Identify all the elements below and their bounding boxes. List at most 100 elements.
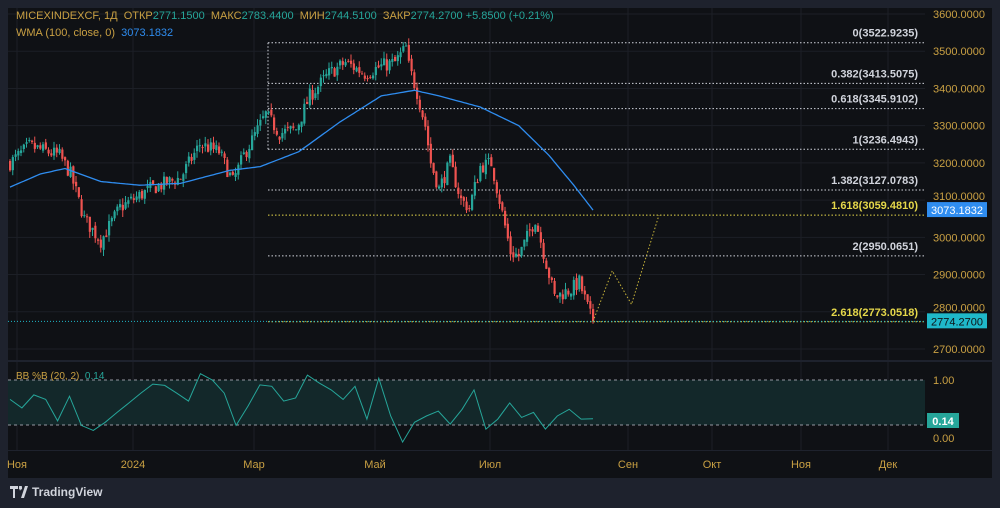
price-tick-label: 3100.0000 xyxy=(933,191,985,203)
candle-body xyxy=(553,280,556,294)
candle-body xyxy=(592,309,595,322)
candle xyxy=(25,137,28,148)
candle-body xyxy=(561,294,564,300)
candle-body xyxy=(572,279,575,296)
candle-body xyxy=(121,204,124,211)
candle xyxy=(451,149,454,168)
candle xyxy=(435,170,438,189)
candle-body xyxy=(264,111,267,118)
candle xyxy=(394,54,397,62)
candle-body xyxy=(446,162,449,186)
candle-body xyxy=(512,252,515,258)
bb-upper-label: 1.00 xyxy=(933,375,954,387)
candle xyxy=(567,288,570,297)
candle-body xyxy=(231,171,234,175)
candle xyxy=(31,139,34,144)
time-tick-label: Июл xyxy=(479,459,501,471)
candle xyxy=(110,216,113,227)
candle xyxy=(322,70,325,83)
candle-body xyxy=(462,197,465,201)
candle-body xyxy=(146,185,149,189)
candle xyxy=(80,195,83,218)
candle-body xyxy=(501,202,504,211)
candle-body xyxy=(20,150,23,153)
candle-body xyxy=(187,156,190,163)
candle-body xyxy=(374,66,377,76)
candle xyxy=(487,153,490,165)
candle-body xyxy=(176,177,179,185)
candle-body xyxy=(482,165,485,173)
bb-label[interactable]: BB %B (20, 2) xyxy=(16,371,80,382)
candle xyxy=(198,138,201,153)
candle xyxy=(204,136,207,152)
candle xyxy=(289,125,292,134)
candle xyxy=(517,248,520,262)
candle-body xyxy=(369,76,372,78)
candle-body xyxy=(171,178,174,181)
wma-badge-text: 3073.1832 xyxy=(931,205,983,217)
candle xyxy=(361,70,364,75)
candle xyxy=(193,148,196,165)
high-value: 2783.4400 xyxy=(241,10,294,22)
candle xyxy=(548,266,551,285)
candle-body xyxy=(341,61,344,65)
candle xyxy=(515,247,518,258)
candle xyxy=(226,156,229,178)
symbol-label[interactable]: MICEXINDEXCF, 1Д xyxy=(16,10,118,22)
candle xyxy=(83,210,86,218)
candle xyxy=(572,276,575,300)
candle xyxy=(190,153,193,165)
candle-body xyxy=(143,189,146,199)
candle xyxy=(292,122,295,131)
candle-body xyxy=(251,135,254,151)
wma-label[interactable]: WMA (100, close, 0) xyxy=(16,27,116,39)
candle-body xyxy=(198,145,201,147)
candle xyxy=(245,150,248,161)
candle xyxy=(284,124,287,140)
candle-body xyxy=(105,235,108,237)
candle-body xyxy=(102,236,105,250)
candle xyxy=(212,136,215,153)
candle xyxy=(75,175,78,193)
candle-body xyxy=(44,142,47,149)
candle-body xyxy=(440,178,443,188)
candle xyxy=(132,193,135,204)
candle xyxy=(11,154,14,176)
candle xyxy=(33,136,36,153)
time-tick-label: Ноя xyxy=(7,459,27,471)
candle xyxy=(559,292,562,303)
candle-body xyxy=(152,180,155,185)
candle xyxy=(86,213,89,223)
candle-body xyxy=(204,143,207,147)
candle xyxy=(424,113,427,131)
candle xyxy=(306,96,309,105)
candle xyxy=(44,138,47,150)
candle xyxy=(509,231,512,261)
candle-body xyxy=(69,166,72,177)
candle xyxy=(97,238,100,245)
price-tick-label: 2800.0000 xyxy=(933,302,985,314)
price-tick-label: 2900.0000 xyxy=(933,270,985,282)
fib-level-label: 2.618(2773.0518) xyxy=(831,307,918,319)
candle-body xyxy=(526,230,529,242)
candle-body xyxy=(234,173,237,177)
candle-body xyxy=(322,75,325,77)
tradingview-logo[interactable]: TradingView xyxy=(10,485,102,499)
candle-body xyxy=(473,182,476,196)
candle-body xyxy=(548,268,551,278)
candle xyxy=(154,185,157,194)
candle xyxy=(523,239,526,251)
candle-body xyxy=(212,142,215,150)
time-tick-label: Сен xyxy=(618,459,638,471)
open-value: 2771.1500 xyxy=(152,10,205,22)
candle xyxy=(501,201,504,213)
candle-body xyxy=(31,140,34,142)
candle xyxy=(570,292,573,300)
candle xyxy=(36,144,39,150)
candle-body xyxy=(245,151,248,158)
candle-body xyxy=(306,101,309,105)
candle-body xyxy=(377,65,380,68)
candle xyxy=(512,246,515,263)
candle-body xyxy=(468,207,471,209)
